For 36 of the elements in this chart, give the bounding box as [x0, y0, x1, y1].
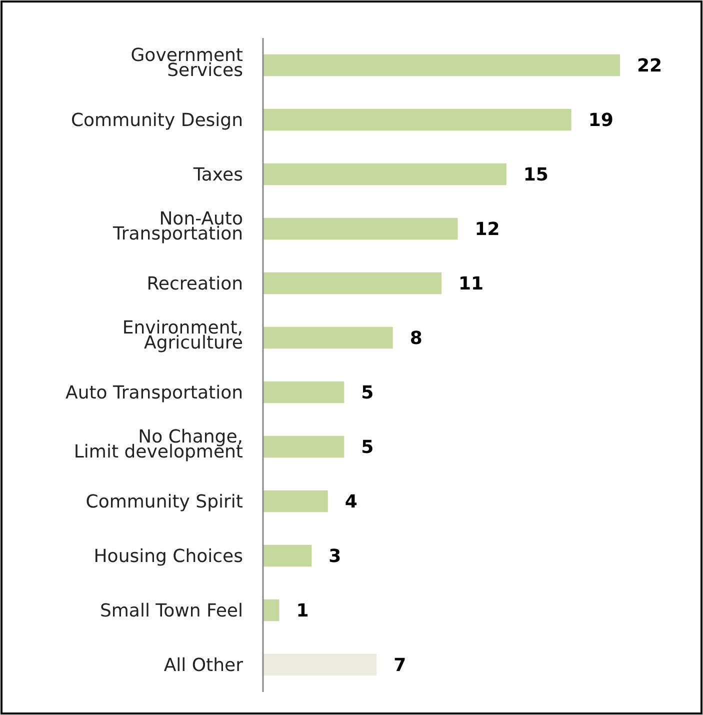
y-tick-label: Small Town Feel — [100, 600, 243, 622]
data-label: 19 — [588, 110, 614, 132]
y-tick-label: Community Spirit — [86, 492, 243, 513]
bar — [263, 218, 458, 240]
y-tick-label: Environment, Agriculture — [122, 318, 243, 354]
data-label: 8 — [410, 328, 422, 350]
y-tick-label: Non-Auto Transportation — [112, 208, 243, 244]
data-label: 4 — [344, 492, 358, 513]
y-tick-label: Housing Choices — [94, 546, 243, 568]
data-label: 3 — [328, 546, 342, 568]
bar — [263, 654, 377, 676]
bar — [263, 436, 344, 458]
bar — [263, 599, 280, 622]
y-tick-label: All Other — [164, 655, 244, 676]
bar — [263, 544, 312, 567]
data-label: 1 — [296, 600, 309, 622]
bar — [263, 54, 620, 76]
bar — [263, 490, 328, 512]
data-label: 5 — [361, 382, 374, 404]
y-tick-label: Auto Transportation — [66, 382, 243, 404]
bar — [263, 381, 344, 404]
bar — [263, 272, 442, 294]
y-tick-label: Taxes — [192, 164, 243, 186]
y-tick-label: No Change, Limit development — [74, 426, 243, 462]
data-label: 12 — [474, 219, 500, 240]
bar — [263, 108, 572, 131]
y-tick-label: Recreation — [146, 274, 243, 295]
data-label: 22 — [637, 56, 662, 77]
bar — [263, 163, 506, 186]
data-label: 15 — [523, 164, 548, 186]
data-label: 5 — [361, 437, 374, 458]
data-label: 7 — [394, 655, 406, 676]
bar — [263, 326, 393, 349]
y-tick-label: Government Services — [130, 45, 243, 81]
y-tick-label: Community Design — [70, 110, 243, 132]
data-label: 11 — [458, 274, 484, 295]
